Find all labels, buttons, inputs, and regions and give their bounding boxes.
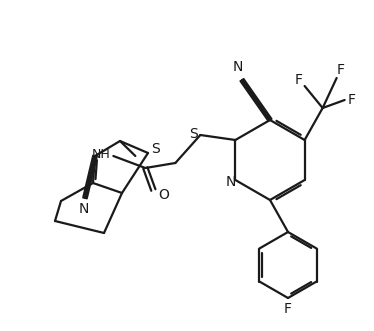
Text: F: F	[348, 93, 356, 107]
Text: N: N	[79, 202, 89, 216]
Text: NH: NH	[92, 148, 111, 161]
Text: N: N	[233, 60, 243, 74]
Text: F: F	[284, 302, 292, 316]
Text: F: F	[337, 63, 345, 77]
Text: F: F	[295, 73, 303, 87]
Text: S: S	[189, 127, 198, 141]
Text: O: O	[158, 188, 169, 202]
Text: S: S	[151, 142, 159, 156]
Text: N: N	[225, 175, 236, 189]
